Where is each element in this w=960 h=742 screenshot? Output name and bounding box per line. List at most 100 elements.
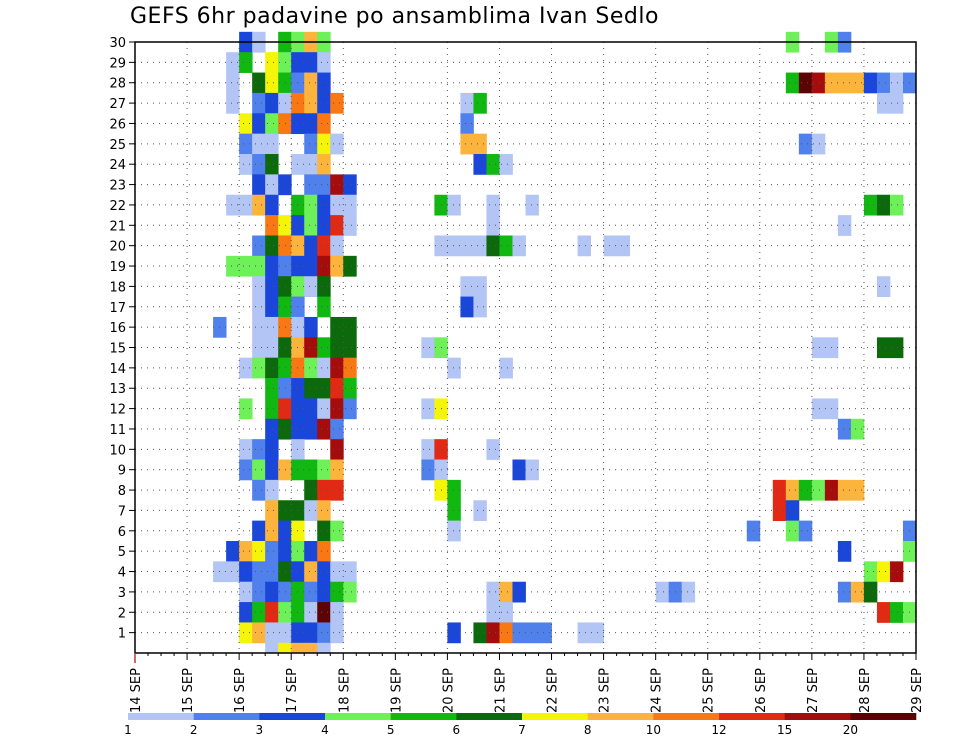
heatmap-cell [798, 479, 813, 501]
heatmap-cell [265, 439, 279, 460]
heatmap-cell [278, 296, 292, 318]
heatmap-cell [265, 52, 279, 73]
heatmap-cell [265, 357, 279, 379]
heatmap-cell [473, 133, 487, 155]
heatmap-cell [304, 133, 318, 155]
heatmap-cell [278, 337, 292, 359]
heatmap-cell [343, 255, 357, 277]
heatmap-cell [291, 642, 305, 654]
heatmap-cell [265, 296, 279, 318]
heatmap-cell [889, 337, 904, 359]
heatmap-cell [239, 561, 253, 583]
heatmap-cell [252, 194, 266, 216]
y-axis-ticks: 1234567891011121314151617181920212223242… [109, 36, 135, 642]
heatmap-cell [330, 316, 344, 338]
heatmap-cell [837, 215, 852, 236]
x-tick-label: 18 SEP [337, 668, 352, 713]
heatmap-cell [330, 622, 344, 644]
heatmap-cell [265, 378, 279, 399]
heatmap-cell [278, 622, 292, 644]
colorbar-label: 6 [453, 723, 461, 737]
heatmap-cell [473, 500, 487, 522]
heatmap-cell [876, 92, 891, 114]
x-tick-label: 28 SEP [858, 668, 873, 713]
heatmap-cell [252, 174, 266, 196]
heatmap-cell [499, 235, 513, 257]
heatmap-cell [239, 133, 253, 155]
heatmap-cells [213, 31, 917, 654]
heatmap-cell [252, 357, 266, 379]
colorbar-swatch [390, 713, 457, 720]
heatmap-cell [317, 418, 331, 440]
heatmap-cell [304, 154, 318, 175]
heatmap-cell [330, 439, 344, 460]
y-tick-label: 22 [109, 199, 126, 214]
heatmap-cell [252, 235, 266, 257]
heatmap-cell [278, 92, 292, 114]
heatmap-cell [486, 235, 500, 257]
heatmap-cell [265, 602, 279, 623]
heatmap-cell [447, 500, 461, 522]
heatmap-cell [278, 520, 292, 542]
heatmap-cell [304, 459, 318, 481]
heatmap-cell [486, 439, 500, 460]
heatmap-cell [343, 194, 357, 216]
heatmap-cell [317, 622, 331, 644]
heatmap-cell [239, 602, 253, 623]
colorbar-label: 3 [256, 723, 264, 737]
colorbar-swatch [456, 713, 523, 720]
heatmap-cell [837, 479, 852, 501]
colorbar-swatch [259, 713, 326, 720]
heatmap-cell [577, 622, 591, 644]
heatmap-cell [252, 154, 266, 175]
heatmap-cell [343, 398, 357, 420]
heatmap-cell [577, 235, 591, 257]
heatmap-cell [317, 581, 331, 603]
heatmap-cell [265, 520, 279, 542]
heatmap-cell [486, 215, 500, 236]
heatmap-cell [304, 337, 318, 359]
heatmap-cell [317, 337, 331, 359]
colorbar-label: 12 [711, 723, 726, 737]
heatmap-cell [278, 174, 292, 196]
heatmap-cell [317, 72, 331, 94]
heatmap-cell [265, 174, 279, 196]
heatmap-cell [226, 72, 240, 94]
heatmap-cell [226, 561, 240, 583]
heatmap-cell [265, 642, 279, 654]
heatmap-cell [876, 337, 891, 359]
heatmap-cell [304, 92, 318, 114]
chart-title: GEFS 6hr padavine po ansamblima Ivan Sed… [130, 4, 659, 29]
heatmap-cell [239, 459, 253, 481]
heatmap-cell [421, 398, 435, 420]
heatmap-cell [317, 459, 331, 481]
heatmap-cell [265, 337, 279, 359]
heatmap-cell [265, 194, 279, 216]
heatmap-cell [265, 72, 279, 94]
heatmap-cell [473, 622, 487, 644]
heatmap-cell [304, 561, 318, 583]
y-tick-label: 16 [109, 321, 126, 336]
heatmap-cell [304, 194, 318, 216]
heatmap-cell [811, 337, 826, 359]
heatmap-cell [265, 459, 279, 481]
dotted-grid [135, 42, 916, 653]
heatmap-cell [447, 357, 461, 379]
heatmap-cell [330, 194, 344, 216]
heatmap-cell [304, 500, 318, 522]
x-tick-label: 25 SEP [702, 668, 717, 713]
heatmap-cell [330, 133, 344, 155]
heatmap-cell [837, 418, 852, 440]
heatmap-cell [486, 622, 500, 644]
heatmap-cell [421, 439, 435, 460]
heatmap-cell [681, 581, 696, 603]
colorbar-swatch [587, 713, 654, 720]
heatmap-cell [447, 194, 461, 216]
heatmap-cell [499, 581, 513, 603]
heatmap-cell [304, 398, 318, 420]
x-tick-label: 22 SEP [546, 668, 561, 713]
heatmap-cell [304, 357, 318, 379]
heatmap-cell [252, 92, 266, 114]
heatmap-cell [252, 561, 266, 583]
heatmap-cell [239, 398, 253, 420]
